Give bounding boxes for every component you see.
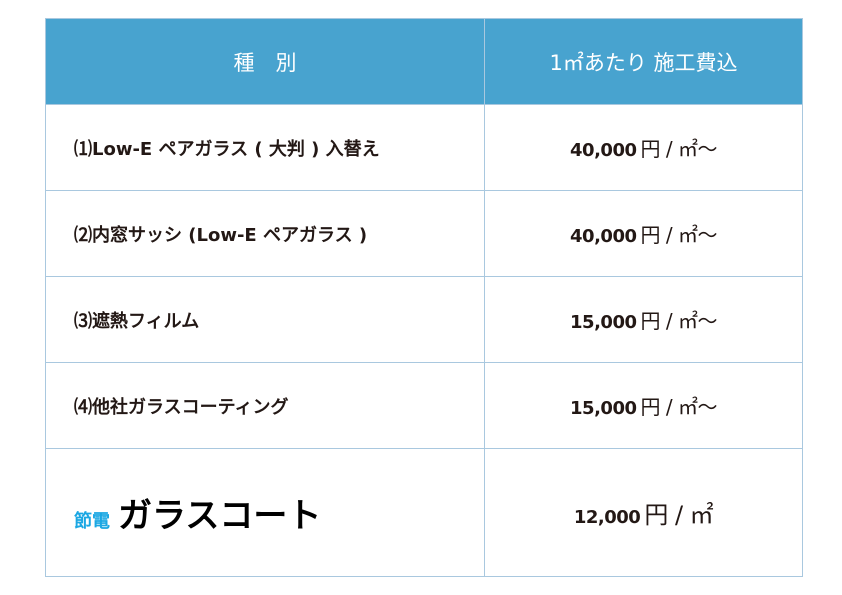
price-value: 40,000	[570, 226, 637, 247]
row-name: ⑴Low-E ペアガラス ( 大判 ) 入替え	[45, 104, 485, 191]
price-unit: 円 / ㎡〜	[640, 223, 718, 247]
row-price: 15,000 円 / ㎡〜	[484, 362, 803, 449]
price-unit: 円 / ㎡	[644, 501, 714, 529]
row-name: ⑵内窓サッシ (Low-E ペアガラス )	[45, 190, 485, 277]
highlight-row: 節電 ガラスコート 12,000 円 / ㎡	[45, 448, 803, 577]
brand-part1: 節電	[74, 511, 110, 532]
brand-logo: 節電 ガラスコート	[45, 448, 485, 577]
price-unit: 円 / ㎡〜	[640, 137, 718, 161]
highlight-price: 12,000 円 / ㎡	[484, 448, 803, 577]
row-price: 40,000 円 / ㎡〜	[484, 104, 803, 191]
header-price: 1㎡あたり 施工費込	[484, 18, 803, 105]
table-row: ⑶遮熱フィルム 15,000 円 / ㎡〜	[45, 276, 803, 363]
header-type: 種 別	[45, 18, 485, 105]
brand-part2: ガラスコート	[118, 496, 322, 536]
price-value: 40,000	[570, 140, 637, 161]
price-value: 12,000	[573, 507, 641, 528]
row-price: 40,000 円 / ㎡〜	[484, 190, 803, 277]
price-value: 15,000	[570, 312, 637, 333]
row-price: 15,000 円 / ㎡〜	[484, 276, 803, 363]
price-unit: 円 / ㎡〜	[640, 309, 718, 333]
row-name: ⑶遮熱フィルム	[45, 276, 485, 363]
table-row: ⑴Low-E ペアガラス ( 大判 ) 入替え 40,000 円 / ㎡〜	[45, 104, 803, 191]
price-unit: 円 / ㎡〜	[640, 395, 718, 419]
table-header: 種 別 1㎡あたり 施工費込	[45, 18, 803, 105]
row-name: ⑷他社ガラスコーティング	[45, 362, 485, 449]
table-row: ⑷他社ガラスコーティング 15,000 円 / ㎡〜	[45, 362, 803, 449]
table-row: ⑵内窓サッシ (Low-E ペアガラス ) 40,000 円 / ㎡〜	[45, 190, 803, 277]
price-value: 15,000	[570, 398, 637, 419]
price-table: 種 別 1㎡あたり 施工費込 ⑴Low-E ペアガラス ( 大判 ) 入替え 4…	[45, 18, 803, 577]
